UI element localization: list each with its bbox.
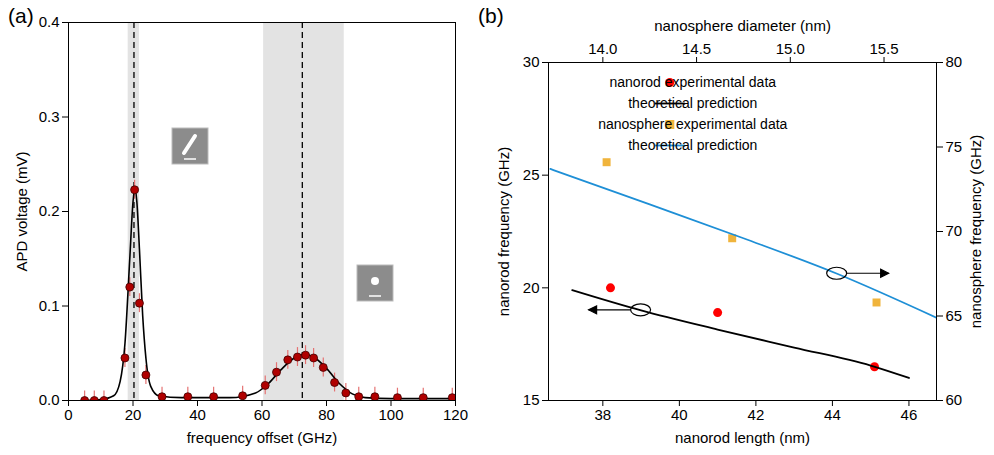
svg-text:nanorod experimental data: nanorod experimental data bbox=[610, 74, 777, 90]
svg-text:20: 20 bbox=[125, 406, 142, 423]
svg-text:nanosphere experimental data: nanosphere experimental data bbox=[598, 116, 787, 132]
svg-text:nanosphere frequency (GHz): nanosphere frequency (GHz) bbox=[967, 135, 984, 328]
svg-text:0.4: 0.4 bbox=[39, 13, 60, 30]
svg-text:0.1: 0.1 bbox=[39, 297, 60, 314]
svg-text:44: 44 bbox=[824, 406, 841, 423]
svg-text:theoretical prediction: theoretical prediction bbox=[628, 137, 757, 153]
svg-text:theoretical prediction: theoretical prediction bbox=[628, 95, 757, 111]
svg-text:75: 75 bbox=[946, 138, 963, 155]
svg-text:0: 0 bbox=[64, 406, 72, 423]
svg-text:80: 80 bbox=[318, 406, 335, 423]
html-text:(a): (a) bbox=[8, 4, 34, 27]
svg-text:APD voltage (mV): APD voltage (mV) bbox=[13, 151, 30, 271]
svg-text:20: 20 bbox=[523, 279, 540, 296]
svg-text:14.5: 14.5 bbox=[682, 40, 711, 57]
svg-text:0.3: 0.3 bbox=[39, 108, 60, 125]
svg-text:40: 40 bbox=[189, 406, 206, 423]
html-text:(b): (b) bbox=[478, 4, 504, 27]
svg-text:46: 46 bbox=[901, 406, 918, 423]
svg-text:0.2: 0.2 bbox=[39, 202, 60, 219]
svg-text:80: 80 bbox=[946, 53, 963, 70]
svg-text:70: 70 bbox=[946, 222, 963, 239]
svg-text:100: 100 bbox=[378, 406, 403, 423]
svg-text:38: 38 bbox=[594, 406, 611, 423]
svg-text:65: 65 bbox=[946, 307, 963, 324]
svg-text:nanosphere diameter (nm): nanosphere diameter (nm) bbox=[654, 17, 831, 34]
svg-text:42: 42 bbox=[748, 406, 765, 423]
svg-text:120: 120 bbox=[443, 406, 468, 423]
svg-text:25: 25 bbox=[523, 166, 540, 183]
svg-text:frequency offset (GHz): frequency offset (GHz) bbox=[187, 429, 338, 446]
svg-text:nanorod length (nm): nanorod length (nm) bbox=[675, 429, 810, 446]
svg-text:14.0: 14.0 bbox=[588, 40, 617, 57]
svg-text:60: 60 bbox=[946, 391, 963, 408]
svg-text:nanorod frequency (GHz): nanorod frequency (GHz) bbox=[495, 147, 512, 316]
svg-text:15.0: 15.0 bbox=[776, 40, 805, 57]
svg-text:60: 60 bbox=[254, 406, 271, 423]
svg-text:15: 15 bbox=[523, 391, 540, 408]
svg-text:30: 30 bbox=[523, 53, 540, 70]
svg-text:15.5: 15.5 bbox=[869, 40, 898, 57]
svg-text:40: 40 bbox=[671, 406, 688, 423]
svg-text:0.0: 0.0 bbox=[39, 391, 60, 408]
